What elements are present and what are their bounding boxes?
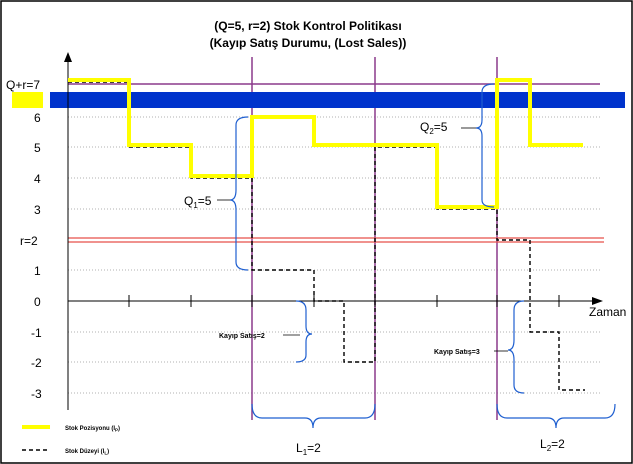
l2-brace <box>496 403 616 429</box>
y-label-neg1: -1 <box>31 326 42 340</box>
y-label-4: 4 <box>34 172 41 186</box>
legend: Stok Pozisyonu (IP) Stok Düzeyi (IL) <box>22 425 120 456</box>
y-label-5: 5 <box>34 141 41 155</box>
l1-label: L1=2 <box>296 441 321 457</box>
y-label-3: 3 <box>34 203 41 217</box>
q2-label: Q2=5 <box>420 120 448 136</box>
blue-band <box>50 92 625 108</box>
x-axis-label: Zaman <box>589 305 626 319</box>
title-line-1: (Q=5, r=2) Stok Kontrol Politikası <box>214 19 401 33</box>
lost-sales-1-label: Kayıp Satış=2 <box>219 333 265 340</box>
x-axis-arrow-icon <box>592 297 603 305</box>
stock-position-line <box>68 78 583 209</box>
y-axis-arrow-icon <box>64 52 72 62</box>
legend-level-label: Stok Düzeyi (IL) <box>65 449 109 456</box>
y-label-0: 0 <box>34 295 41 309</box>
legend-position-label: Stok Pozisyonu (IP) <box>65 426 120 433</box>
y-label-neg3: -3 <box>31 387 42 401</box>
lost-sales-2-label: Kayıp Satış=3 <box>434 349 480 356</box>
y-label-r2: r=2 <box>20 234 38 248</box>
y-label-1: 1 <box>34 264 41 278</box>
q1-label: Q1=5 <box>184 194 212 210</box>
lost1-brace <box>295 300 313 363</box>
lost2-brace <box>507 300 525 394</box>
band-yellow-marker <box>12 92 43 108</box>
y-label-7: Q+r=7 <box>6 78 40 92</box>
y-label-neg2: -2 <box>31 356 42 370</box>
y-axis-labels: Q+r=7 6 5 4 3 r=2 1 0 -1 -2 -3 <box>6 78 42 401</box>
title-line-2: (Kayıp Satış Durumu, (Lost Sales)) <box>210 36 407 50</box>
y-label-6: 6 <box>34 111 41 125</box>
l1-brace <box>251 403 376 429</box>
l2-label: L2=2 <box>540 437 565 453</box>
